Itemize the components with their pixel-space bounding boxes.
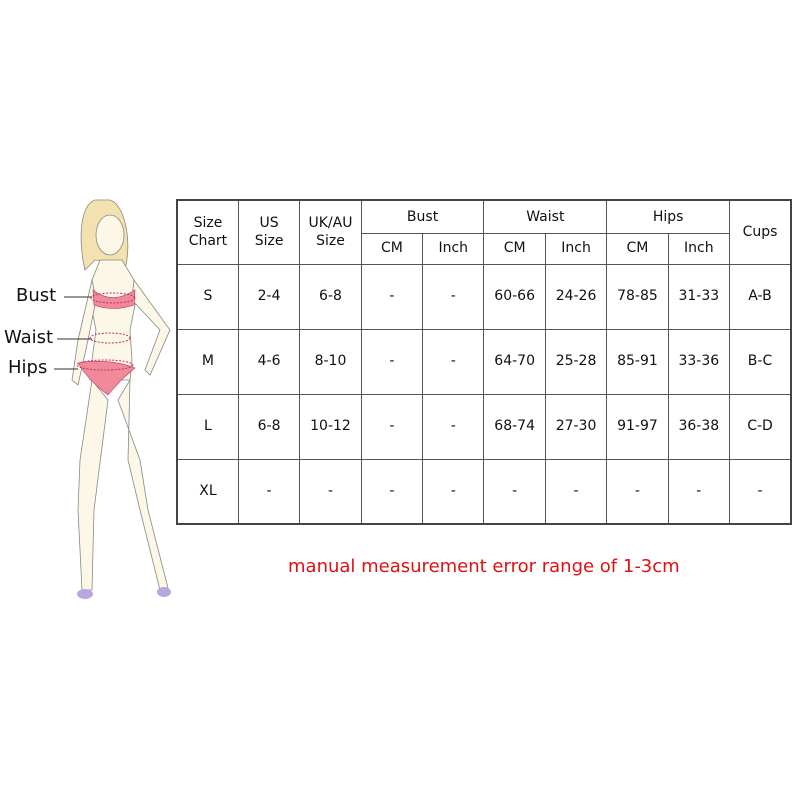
table-cell: - xyxy=(422,458,485,525)
subheader-hips-inch: Inch xyxy=(667,232,731,265)
subheader-row: CM Inch CM Inch CM Inch xyxy=(177,232,791,265)
table-cell: - xyxy=(544,458,608,525)
table-row: L 6-8 10-12- -68-74 27-30 91-97 36-38 C-D xyxy=(176,393,792,460)
bust-measure-line xyxy=(90,292,136,304)
header-cups: Cups xyxy=(729,199,792,265)
header-row: Size Chart US Size UK/AU Size Bust Waist Hi… xyxy=(176,199,792,265)
right-shoe xyxy=(157,587,171,597)
table-cell: - xyxy=(422,393,485,460)
header-waist: Waist xyxy=(483,199,608,234)
table-cell: C-D xyxy=(729,393,792,460)
header-bust: Bust xyxy=(360,199,485,234)
waist-label: Waist xyxy=(4,327,54,348)
table-cell: S xyxy=(176,263,239,330)
bust-label: Bust xyxy=(16,285,57,306)
table-cell: 10-12 xyxy=(299,393,362,460)
table-cell: 2-4 xyxy=(237,263,301,330)
header-size-chart: Size Chart xyxy=(176,199,239,265)
table-cell: - xyxy=(360,328,424,395)
table-cell: - xyxy=(237,458,301,525)
table-cell: 33-36 xyxy=(667,328,731,395)
subheader-bust-inch: Inch xyxy=(422,232,485,265)
table-cell: XL xyxy=(176,458,239,525)
subheader-bust-cm: CM xyxy=(360,232,424,265)
table-cell: M xyxy=(176,328,239,395)
right-arm xyxy=(131,278,171,376)
table-row: XL - - - - - - - - - xyxy=(176,458,792,525)
subheader-hips-cm: CM xyxy=(606,232,669,265)
subheader-waist-cm: CM xyxy=(483,232,546,265)
waist-measure-line xyxy=(89,332,131,344)
table-cell: 31-33 xyxy=(667,263,731,330)
table-cell: - xyxy=(299,458,362,525)
hips-label: Hips xyxy=(8,357,48,378)
left-leg xyxy=(77,379,109,591)
briefs xyxy=(77,361,136,396)
table-cell: - xyxy=(422,263,485,330)
table-cell: 85-91 xyxy=(606,328,669,395)
table-cell: 91-97 xyxy=(606,393,669,460)
left-shoe xyxy=(77,589,93,599)
table-cell: - xyxy=(360,393,424,460)
right-leg xyxy=(117,378,169,591)
table-cell: - xyxy=(729,458,792,525)
model-illustration xyxy=(54,199,171,599)
table-cell: 60-66 xyxy=(483,263,546,330)
subheader-waist-inch: Inch xyxy=(544,232,608,265)
table-row: S 2-4 6-8- -60-66 24-26 78-85 31-33 A-B xyxy=(176,263,792,330)
measurement-note: manual measurement error range of 1-3cm xyxy=(288,556,680,577)
table-cell: 78-85 xyxy=(606,263,669,330)
table-cell: 6-8 xyxy=(299,263,362,330)
table-cell: L xyxy=(176,393,239,460)
table-cell: 64-70 xyxy=(483,328,546,395)
table-cell: A-B xyxy=(729,263,792,330)
bra xyxy=(92,289,136,309)
header-hips: Hips xyxy=(606,199,731,234)
table-cell: 4-6 xyxy=(237,328,301,395)
table-cell: - xyxy=(606,458,669,525)
head xyxy=(95,214,125,256)
table-cell: 36-38 xyxy=(667,393,731,460)
table-row: M 4-6 8-10- -64-70 25-28 85-91 33-36 B-C xyxy=(176,328,792,395)
table-cell: 68-74 xyxy=(483,393,546,460)
header-us-size: US Size xyxy=(237,199,301,265)
header-ukau-size: UK/AU Size xyxy=(299,199,362,265)
hips-measure-line xyxy=(76,359,134,371)
table-cell: - xyxy=(483,458,546,525)
table-cell: - xyxy=(667,458,731,525)
table-cell: - xyxy=(360,263,424,330)
table-cell: 6-8 xyxy=(237,393,301,460)
table-cell: 25-28 xyxy=(544,328,608,395)
table-cell: - xyxy=(422,328,485,395)
table-cell: - xyxy=(360,458,424,525)
size-chart-table: Size Chart US Size UK/AU Size Bust Waist Hi… xyxy=(176,199,792,525)
table-cell: 24-26 xyxy=(544,263,608,330)
table-cell: 27-30 xyxy=(544,393,608,460)
table-cell: 8-10 xyxy=(299,328,362,395)
table-cell: B-C xyxy=(729,328,792,395)
